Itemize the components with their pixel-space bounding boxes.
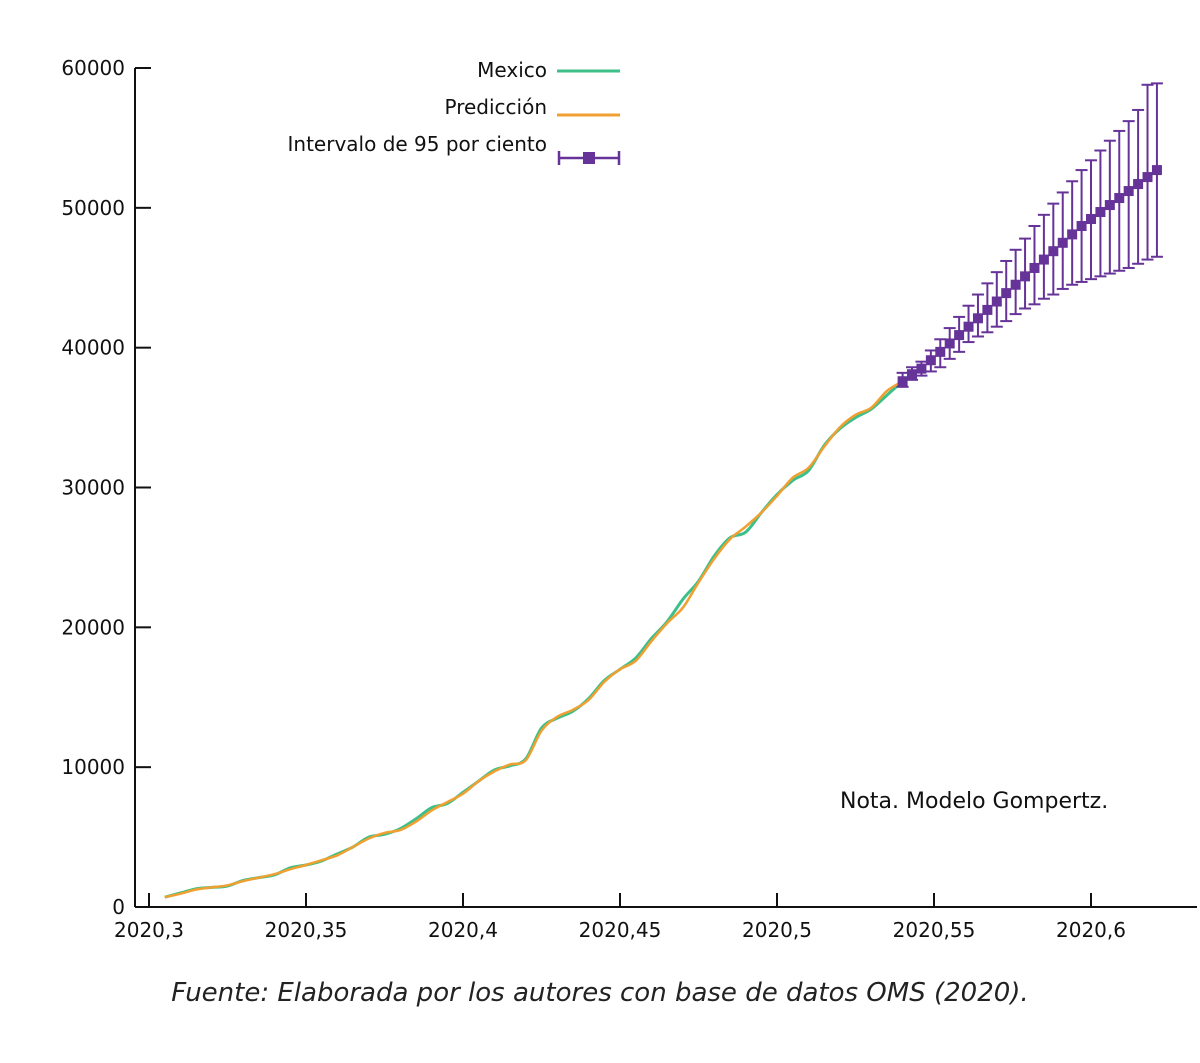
x-tick-label: 2020,55 — [893, 918, 976, 942]
errorbar-point — [962, 304, 975, 344]
errorbar-point — [915, 360, 928, 377]
y-tick-label: 10000 — [61, 755, 125, 779]
errorbar-point — [953, 315, 966, 353]
errorbar-marker — [982, 304, 993, 315]
axes: 0 10000 20000 30000 40000 50000 60000 2020,3 202… — [61, 56, 1197, 942]
errorbar-point — [1113, 129, 1126, 272]
x-tick-label: 2020,35 — [265, 918, 348, 942]
errorbar-point — [1085, 159, 1097, 281]
errorbar-point — [1019, 237, 1032, 310]
legend-label-interval: Intervalo de 95 por ciento — [288, 132, 547, 156]
y-tick-label: 0 — [112, 895, 125, 919]
legend: Mexico Predicción Intervalo de 95 por ci… — [288, 58, 621, 165]
legend-label-prediccion: Predicción — [444, 95, 547, 119]
errorbar-point — [924, 349, 937, 373]
errorbar-point — [1094, 149, 1107, 278]
errorbar-point — [1141, 83, 1154, 261]
errorbar-point — [1056, 191, 1069, 290]
y-tick-label: 40000 — [61, 336, 125, 360]
errorbar-point — [1037, 213, 1050, 300]
errorbar-marker — [1086, 214, 1096, 225]
errorbar-point — [981, 282, 994, 334]
errorbar-point — [943, 327, 956, 360]
errorbar-point — [1103, 139, 1116, 275]
annotation-note-label: Nota. — [840, 789, 900, 814]
x-tick-label: 2020,5 — [742, 918, 812, 942]
x-tick-label: 2020,6 — [1056, 918, 1126, 942]
errorbar-marker — [935, 346, 946, 357]
errorbar-point — [1075, 169, 1088, 283]
errorbar-marker — [1057, 237, 1068, 248]
source-note: Fuente: Elaborada por los autores con ba… — [171, 978, 1029, 1008]
y-tick-label: 50000 — [61, 196, 125, 220]
x-tick-label: 2020,4 — [428, 918, 498, 942]
errorbar-point — [934, 338, 947, 369]
errorbar-marker — [1114, 193, 1125, 204]
y-tick-label: 30000 — [61, 476, 125, 500]
errorbar-marker — [1142, 172, 1153, 183]
errorbar-marker — [1133, 179, 1144, 190]
errorbar-marker — [1029, 262, 1040, 273]
errorbar-marker — [1001, 288, 1012, 299]
legend-swatch-interval — [557, 151, 621, 165]
errorbar-marker — [954, 330, 965, 341]
series-line-prediccion — [164, 380, 904, 899]
errorbar-marker — [1104, 200, 1115, 211]
plot-area — [164, 82, 1163, 899]
errorbar-marker — [963, 321, 974, 332]
errorbar-point — [1132, 108, 1145, 265]
errorbar-marker — [944, 338, 955, 349]
errorbar-point — [1028, 225, 1041, 306]
errorbar-marker — [1123, 186, 1134, 197]
errorbar-marker — [1076, 221, 1087, 232]
series-line-mexico — [164, 380, 904, 899]
errorbar-marker — [972, 313, 983, 324]
errorbar-marker — [925, 355, 936, 366]
errorbar-point — [906, 366, 919, 381]
errorbar-marker — [1038, 254, 1049, 265]
errorbar-marker — [1010, 279, 1021, 290]
errorbar-marker — [897, 376, 908, 387]
errorbar-marker — [1020, 271, 1031, 282]
errorbar-marker — [1151, 165, 1162, 176]
errorbar-point — [1047, 202, 1060, 296]
y-tick-label: 60000 — [61, 56, 125, 80]
errorbar-point — [1122, 120, 1135, 269]
annotation-note-text: Modelo Gompertz. — [906, 789, 1109, 814]
annotation-note: Nota. Modelo Gompertz. — [840, 789, 1108, 814]
x-tick-label: 2020,45 — [579, 918, 662, 942]
errorbar-point — [971, 293, 984, 338]
errorbar-point — [1009, 248, 1022, 316]
chart: 0 10000 20000 30000 40000 50000 60000 2020,3 202… — [61, 56, 1197, 942]
y-tick-label: 20000 — [61, 615, 125, 639]
errorbar-point — [896, 371, 909, 388]
errorbar-point — [1066, 180, 1079, 286]
errorbar-marker — [916, 363, 927, 374]
errorbar-point — [1000, 259, 1013, 323]
errorbar-marker — [1095, 207, 1106, 218]
errorbar-point — [990, 271, 1003, 328]
errorbar-marker — [1048, 246, 1059, 257]
x-tick-label: 2020,3 — [114, 918, 184, 942]
errorbar-marker — [991, 296, 1002, 307]
errorbar-point — [1150, 82, 1163, 258]
legend-label-mexico: Mexico — [477, 58, 547, 82]
errorbar-marker — [907, 369, 918, 380]
errorbar-marker — [1067, 229, 1078, 240]
